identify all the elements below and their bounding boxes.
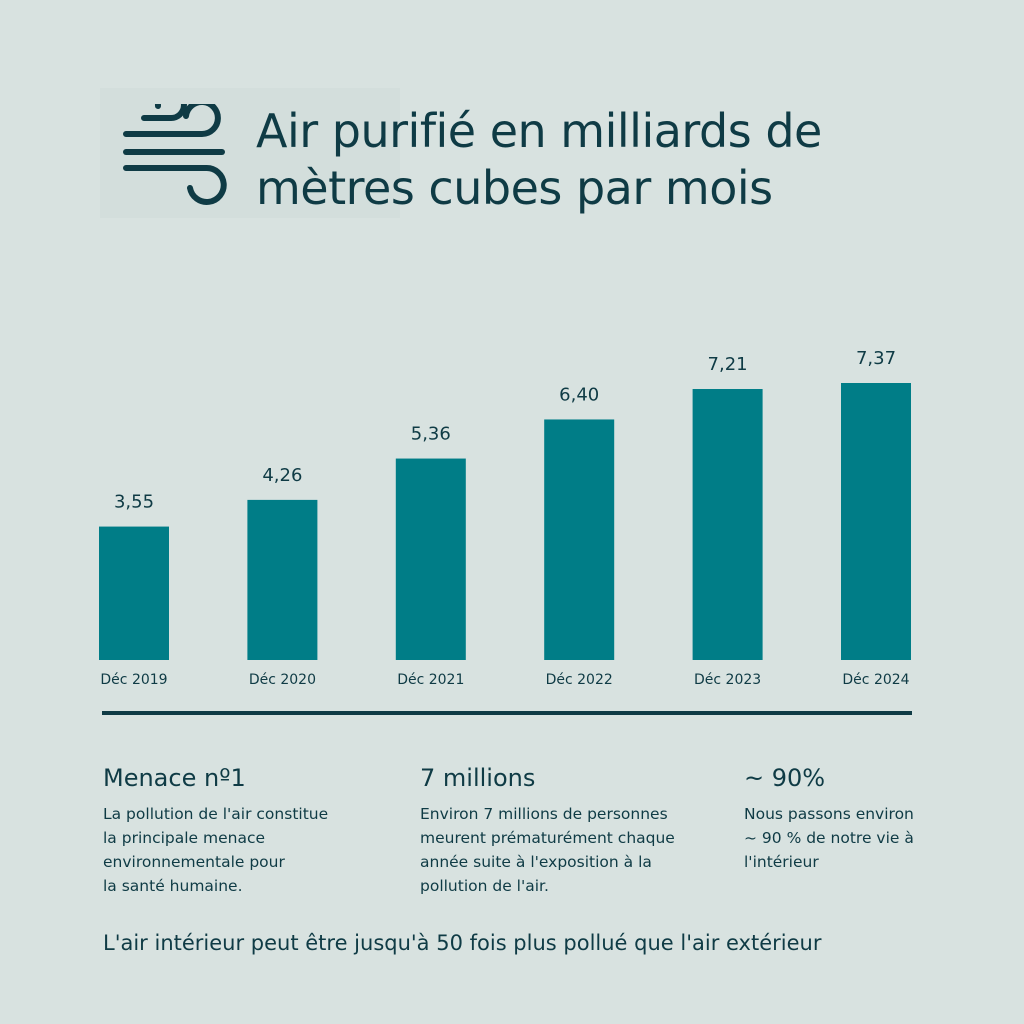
category-label: Déc 2020 (249, 672, 316, 688)
wind-icon (123, 104, 227, 205)
bar-déc-2022 (544, 419, 615, 660)
category-label: Déc 2019 (100, 672, 167, 688)
bar-value-label: 7,37 (856, 348, 896, 369)
category-label: Déc 2021 (397, 672, 464, 688)
stat-line: la santé humaine. (103, 877, 243, 895)
stat-line: ~ 90 % de notre vie à (744, 829, 914, 847)
bar-déc-2020 (247, 499, 318, 660)
stat-line: la principale menace (103, 829, 266, 847)
bar-déc-2024 (841, 383, 911, 660)
bar-value-label: 3,55 (114, 492, 154, 513)
stat-line: Nous passons environ (744, 805, 914, 823)
bar-value-label: 4,26 (262, 465, 302, 486)
bar-value-label: 7,21 (708, 354, 748, 375)
bar-value-label: 5,36 (411, 424, 451, 445)
stat-line: pollution de l'air. (420, 877, 549, 895)
stat-description: Nous passons environ ~ 90 % de notre vie… (744, 802, 944, 874)
bar-déc-2021 (395, 458, 466, 660)
stat-line: l'intérieur (744, 853, 819, 871)
stat-line: meurent prématurément chaque (420, 829, 675, 847)
stat-description: Environ 7 millions de personnes meurent … (420, 802, 720, 898)
footer-note: L'air intérieur peut être jusqu'à 50 foi… (103, 931, 822, 955)
stat-menace: Menace nº1 La pollution de l'air constit… (103, 762, 353, 898)
bar-value-label: 6,40 (559, 384, 599, 405)
stat-description: La pollution de l'air constitue la princ… (103, 802, 353, 898)
stat-line: année suite à l'exposition à la (420, 853, 652, 871)
title-line-2: mètres cubes par mois (256, 161, 773, 215)
stat-line: environnementale pour (103, 853, 285, 871)
category-label: Déc 2023 (694, 672, 761, 688)
stat-line: Environ 7 millions de personnes (420, 805, 668, 823)
stat-line: La pollution de l'air constitue (103, 805, 329, 823)
stat-heading: ~ 90% (744, 764, 826, 792)
page-title: Air purifié en milliards de mètres cubes… (256, 103, 996, 217)
stat-indoor-time: ~ 90% Nous passons environ ~ 90 % de not… (744, 762, 944, 874)
bar-déc-2019 (99, 526, 169, 660)
stat-heading: 7 millions (420, 764, 536, 792)
title-line-1: Air purifié en milliards de (256, 104, 822, 158)
stat-heading: Menace nº1 (103, 764, 246, 792)
category-label: Déc 2022 (546, 672, 613, 688)
stat-deaths: 7 millions Environ 7 millions de personn… (420, 762, 720, 898)
bar-déc-2023 (692, 389, 763, 660)
category-label: Déc 2024 (842, 672, 909, 688)
divider (102, 711, 912, 715)
